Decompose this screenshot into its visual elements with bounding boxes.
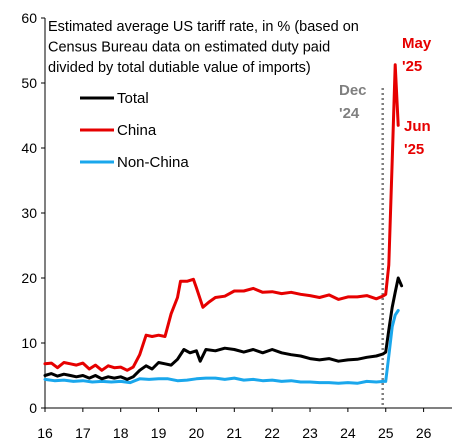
x-tick-label: 22 <box>264 425 280 441</box>
y-tick-label: 40 <box>21 140 37 156</box>
legend: Total China Non-China <box>80 90 189 171</box>
y-tick-label: 60 <box>21 10 37 26</box>
y-tick-label: 20 <box>21 270 37 286</box>
annotation-may: May <box>402 35 432 52</box>
legend-label-total: Total <box>117 90 149 107</box>
x-tick-label: 16 <box>37 425 53 441</box>
chart-title-line: Census Bureau data on estimated duty pai… <box>48 40 330 56</box>
x-tick-label: 23 <box>302 425 318 441</box>
x-tick-label: 20 <box>189 425 205 441</box>
series-line-total <box>43 276 404 381</box>
annotation-jun: '25 <box>404 141 424 158</box>
y-tick-label: 10 <box>21 335 37 351</box>
x-tick-label: 18 <box>113 425 129 441</box>
x-tick-label: 19 <box>151 425 167 441</box>
chart-title: Estimated average US tariff rate, in % (… <box>48 19 359 76</box>
series-lines <box>43 63 404 385</box>
legend-label-non-china: Non-China <box>117 154 189 171</box>
annotation-jun: Jun <box>404 118 431 135</box>
y-tick-label: 50 <box>21 75 37 91</box>
chart-title-line: Estimated average US tariff rate, in % (… <box>48 19 359 35</box>
dec-24-label: Dec <box>339 82 367 99</box>
x-tick-label: 17 <box>75 425 91 441</box>
x-tick-label: 24 <box>340 425 356 441</box>
x-tick-label: 21 <box>227 425 243 441</box>
annotations: May '25 Jun '25 <box>402 35 432 158</box>
series-line-non-china <box>43 309 400 385</box>
series-line-china <box>43 63 400 372</box>
y-tick-label: 0 <box>29 400 37 416</box>
annotation-may: '25 <box>402 58 422 75</box>
chart-title-line: divided by total dutiable value of impor… <box>48 60 311 76</box>
y-tick-label: 30 <box>21 205 37 221</box>
dec-24-label: '24 <box>339 105 360 122</box>
x-tick-label: 25 <box>378 425 394 441</box>
legend-label-china: China <box>117 122 157 139</box>
x-tick-label: 26 <box>416 425 432 441</box>
axes: 0 10 20 30 40 50 60 16 17 18 19 20 21 22 23 24 25 26 <box>21 10 452 441</box>
